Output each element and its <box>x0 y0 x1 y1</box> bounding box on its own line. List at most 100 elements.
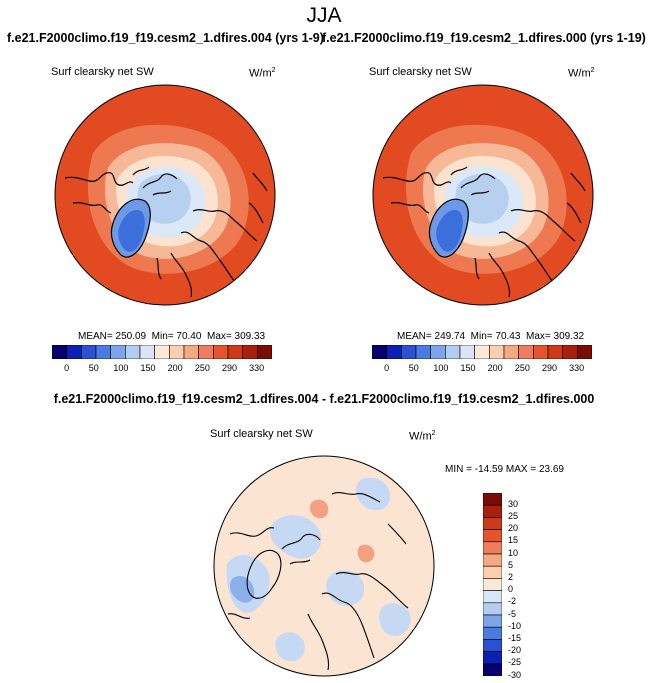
colorbar-tick-label: 150 <box>140 363 156 373</box>
diff-colorbar-tick-label: -10 <box>508 620 522 631</box>
diff-blue-patch <box>379 603 411 636</box>
colorbar-swatch <box>154 345 170 359</box>
diff-colorbar-swatch <box>483 614 502 628</box>
diff-colorbar-tick-label: -20 <box>508 645 522 656</box>
colorbar-swatch <box>401 345 417 359</box>
diff-colorbar-swatch <box>483 517 502 530</box>
diff-colorbar-tick-label: -25 <box>508 657 522 668</box>
colorbar-swatch <box>66 345 82 359</box>
left-panel-title: f.e21.F2000climo.f19_f19.cesm2_1.dfires.… <box>7 31 324 45</box>
left-panel-units: W/m2 <box>249 67 276 80</box>
diff-colorbar-tick-label: 30 <box>508 498 519 509</box>
colorbar-tick-label: 200 <box>487 363 503 373</box>
diff-red-patch <box>309 499 329 519</box>
diff-colorbar-swatch <box>483 590 502 604</box>
diff-colorbar-swatch <box>483 541 502 555</box>
colorbar-swatch <box>459 345 475 359</box>
colorbar-tick-label: 0 <box>64 363 70 373</box>
colorbar-swatch <box>386 345 402 359</box>
diff-colorbar-tick-label: 2 <box>508 571 514 582</box>
diff-colorbar-ticks: 30 25 20 15 10 5 2 0 -2 -5 -10 -15 -20 -25 -30 <box>508 493 548 680</box>
colorbar-tick-label: 250 <box>194 363 210 373</box>
colorbar-swatch <box>242 345 258 359</box>
diff-colorbar-swatch <box>483 529 502 543</box>
left-colorbar <box>52 345 272 359</box>
diff-min: MIN = -14.59 <box>445 464 504 475</box>
diff-colorbar-tick-label: 25 <box>508 510 519 521</box>
colorbar-tick-label: 100 <box>433 363 449 373</box>
colorbar-swatch <box>95 345 111 359</box>
colorbar-swatch <box>125 345 141 359</box>
diff-colorbar-tick-label: 20 <box>508 523 519 534</box>
colorbar-swatch <box>183 345 199 359</box>
diff-stats: MIN = -14.59 MAX = 23.69 <box>445 464 564 475</box>
diff-polar-map <box>213 455 435 677</box>
right-panel-title: f.e21.F2000climo.f19_f19.cesm2_1.dfires.… <box>322 31 646 45</box>
diff-colorbar-swatch <box>483 504 502 518</box>
diff-colorbar-swatch <box>483 663 502 676</box>
diff-colorbar-swatch <box>483 553 502 567</box>
colorbar-swatch <box>562 345 578 359</box>
colorbar-swatch <box>415 345 431 359</box>
diff-red-patch <box>357 544 375 563</box>
diff-colorbar-swatch <box>483 578 502 591</box>
right-panel-units: W/m2 <box>568 67 595 80</box>
right-polar-map <box>372 84 594 306</box>
colorbar-swatch <box>533 345 549 359</box>
diff-max: MAX = 23.69 <box>505 464 564 475</box>
diff-title: f.e21.F2000climo.f19_f19.cesm2_1.dfires.… <box>53 392 595 406</box>
colorbar-swatch <box>430 345 446 359</box>
colorbar-swatch <box>169 345 185 359</box>
left-max: Max= 309.33 <box>207 331 266 342</box>
diff-blue-dark-patch <box>230 576 255 603</box>
colorbar-tick-label: 100 <box>113 363 129 373</box>
colorbar-swatch <box>52 345 67 359</box>
colorbar-swatch <box>547 345 563 359</box>
left-min: Min= 70.40 <box>151 331 202 342</box>
map-greenland-dark <box>118 209 145 252</box>
diff-colorbar-tick-label: -2 <box>508 596 517 607</box>
diff-colorbar-tick-label: 15 <box>508 535 519 546</box>
diff-colorbar-swatch <box>483 493 502 506</box>
right-colorbar <box>372 345 592 359</box>
diff-colorbar-tick-label: -30 <box>508 669 522 680</box>
diff-colorbar-tick-label: 5 <box>508 559 514 570</box>
colorbar-swatch <box>227 345 243 359</box>
colorbar-tick-label: 200 <box>167 363 183 373</box>
diff-panel-variable: Surf clearsky net SW <box>210 428 313 440</box>
colorbar-swatch <box>257 345 272 359</box>
right-panel-stats: MEAN= 249.74 Min= 70.43 Max= 309.32 <box>397 331 584 342</box>
diff-colorbar-swatch <box>483 602 502 616</box>
page-title: JJA <box>306 4 342 27</box>
right-mean: MEAN= 249.74 <box>397 331 466 342</box>
colorbar-tick-label: 50 <box>88 363 99 373</box>
diff-colorbar-swatch <box>483 639 502 652</box>
left-panel-stats: MEAN= 250.09 Min= 70.40 Max= 309.33 <box>78 331 265 342</box>
colorbar-tick-label: 290 <box>541 363 557 373</box>
colorbar-tick-label: 150 <box>460 363 476 373</box>
left-panel-variable: Surf clearsky net SW <box>51 66 154 78</box>
diff-colorbar-tick-label: -15 <box>508 632 522 643</box>
colorbar-swatch <box>198 345 214 359</box>
right-colorbar-ticks: 0 50 100 150 200 250 290 330 <box>372 363 592 375</box>
colorbar-swatch <box>213 345 229 359</box>
colorbar-swatch <box>518 345 534 359</box>
diff-colorbar-swatch <box>483 565 502 579</box>
colorbar-swatch <box>110 345 126 359</box>
left-colorbar-ticks: 0 50 100 150 200 250 290 330 <box>52 363 272 375</box>
colorbar-swatch <box>139 345 155 359</box>
left-mean: MEAN= 250.09 <box>78 331 147 342</box>
diff-panel-units: W/m2 <box>409 430 436 443</box>
colorbar-swatch <box>489 345 505 359</box>
diff-colorbar-tick-label: 0 <box>508 584 514 595</box>
colorbar-swatch <box>445 345 461 359</box>
diff-colorbar-swatch <box>483 626 502 640</box>
colorbar-swatch <box>474 345 490 359</box>
right-min: Min= 70.43 <box>470 331 521 342</box>
diff-colorbar-swatch <box>483 651 502 665</box>
colorbar-tick-label: 330 <box>569 363 585 373</box>
colorbar-swatch <box>81 345 97 359</box>
colorbar-tick-label: 50 <box>408 363 419 373</box>
map-greenland-dark <box>436 209 463 252</box>
diff-colorbar <box>483 493 502 676</box>
